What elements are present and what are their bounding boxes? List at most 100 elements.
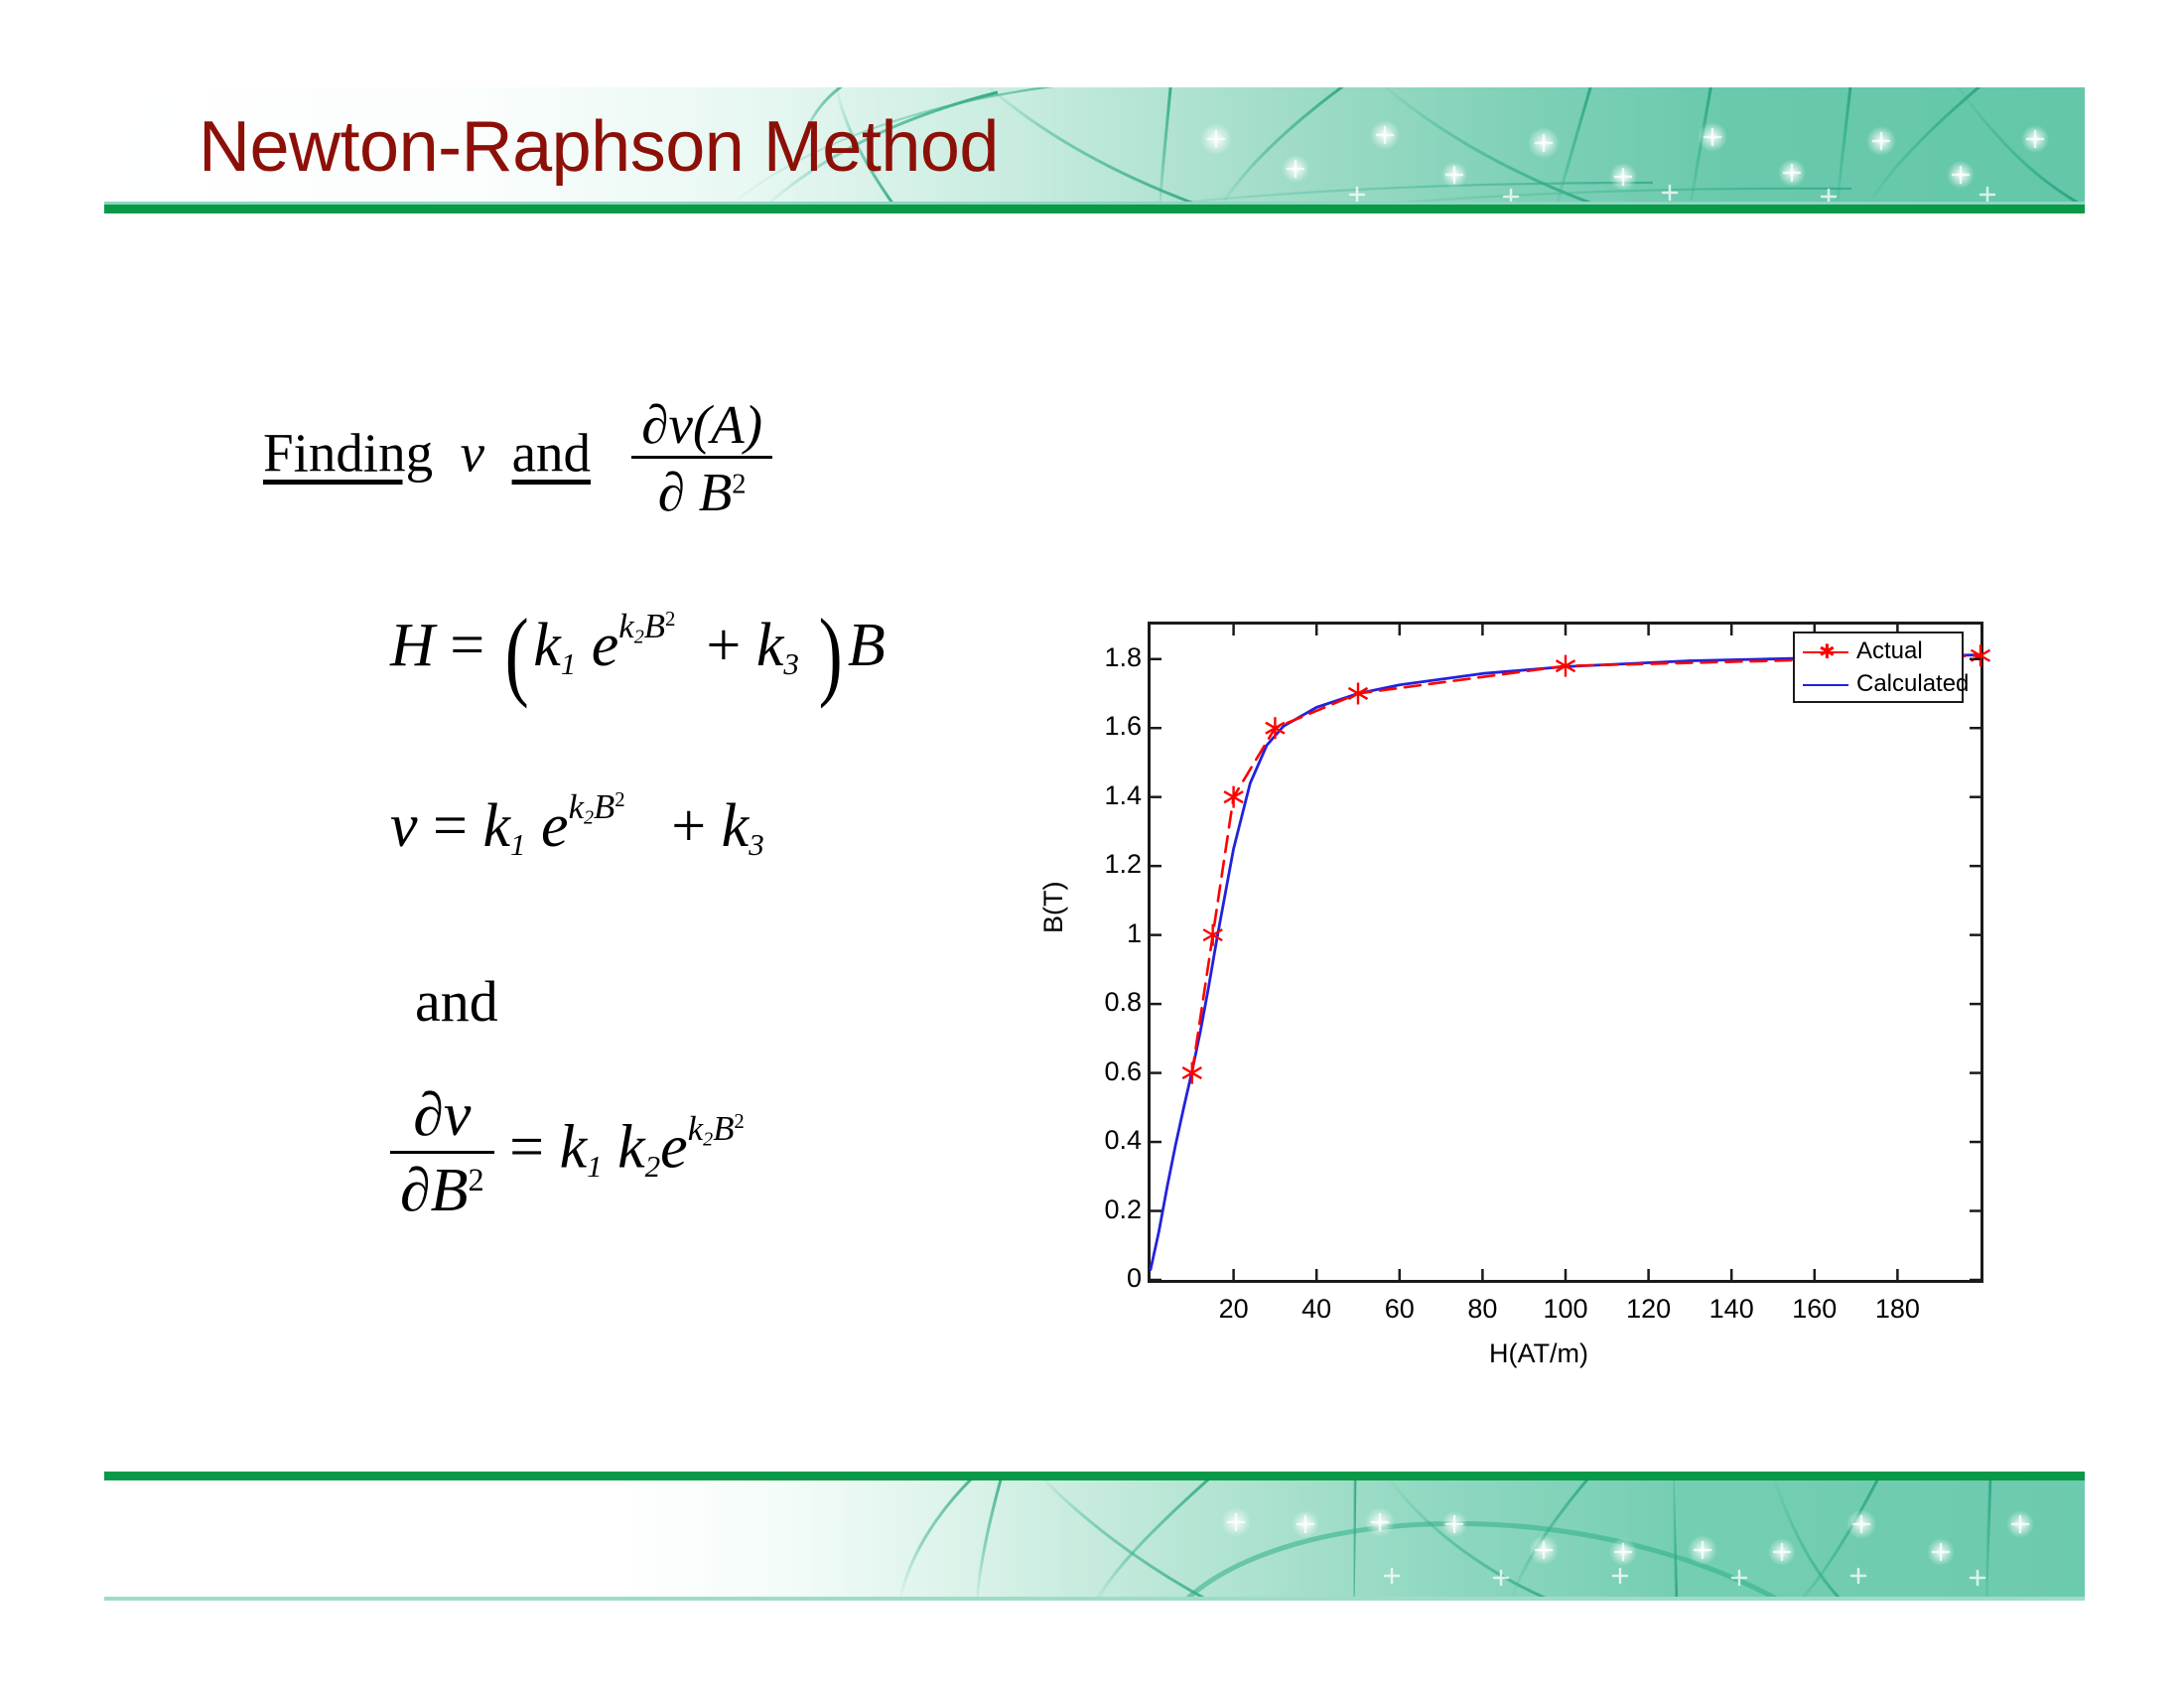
- x-axis-title: H(AT/m): [1489, 1338, 1588, 1368]
- eq2-k3: k: [721, 791, 750, 860]
- series-line-calculated: [1149, 653, 1982, 1271]
- finding-num-arg: (A): [692, 394, 763, 455]
- data-point-marker: [1555, 654, 1576, 677]
- eq3-exp-B: B: [713, 1108, 735, 1148]
- finding-derivative-fraction: ∂ν(A) ∂ B2: [631, 394, 773, 523]
- eq2-k3-subscript: 3: [749, 827, 764, 863]
- eq2-exponent: k2B2: [568, 787, 625, 829]
- eq2-e: e: [541, 791, 569, 860]
- header-decoration-band: [104, 87, 2085, 205]
- formula-equation-1: H = (k1 ek2B2 + k3 )B: [390, 596, 886, 711]
- bh-curve-plot: [1148, 622, 1991, 1283]
- eq1-k1: k: [533, 611, 561, 679]
- eq3-derivative-fraction: ∂ν ∂B2: [390, 1082, 494, 1224]
- eq3-exp-k: k: [687, 1108, 704, 1148]
- formula-equation-2: ν = k1 ek2B2 + k3: [390, 787, 764, 863]
- finding-den-partial: ∂: [657, 462, 685, 523]
- x-tick-label: 80: [1467, 1294, 1498, 1324]
- data-point-marker: [1265, 717, 1286, 740]
- x-tick-label: 120: [1626, 1294, 1672, 1324]
- y-tick-label: 0.6: [1104, 1055, 1142, 1086]
- eq1-k1-subscript: 1: [560, 646, 577, 682]
- finding-and-word: and: [511, 422, 591, 484]
- eq2-exp-k: k: [568, 787, 584, 827]
- header-pattern-svg: [729, 87, 2085, 205]
- y-tick-label: 1.6: [1104, 711, 1142, 742]
- formula-connector-and: and: [415, 969, 498, 1034]
- eq2-exp-k-subscript: 2: [583, 806, 595, 829]
- eq3-equals: =: [509, 1113, 545, 1182]
- eq3-den-partial: ∂: [400, 1156, 431, 1224]
- finding-nu-symbol: ν: [460, 422, 485, 484]
- series-line-actual: [1190, 653, 1982, 1074]
- header-accent-rule: [104, 205, 2085, 213]
- eq3-exp-B-superscript: 2: [734, 1108, 745, 1133]
- footer-underline: [104, 1597, 2085, 1601]
- page-title: Newton-Raphson Method: [199, 107, 999, 187]
- eq3-k1: k: [559, 1113, 588, 1182]
- eq1-k3-subscript: 3: [783, 646, 799, 682]
- eq1-plus: +: [706, 611, 742, 679]
- data-point-marker: [1223, 785, 1244, 808]
- y-axis-title: B(T): [1038, 881, 1068, 933]
- x-tick-label: 100: [1543, 1294, 1588, 1324]
- eq2-equals: =: [433, 791, 468, 860]
- y-tick-label: 1.2: [1104, 849, 1142, 880]
- legend-swatch-actual: [1803, 651, 1848, 653]
- eq1-trailing-B: B: [847, 611, 886, 679]
- eq1-e: e: [591, 611, 619, 679]
- eq3-den-exponent: 2: [468, 1161, 484, 1197]
- eq3-den-B: B: [430, 1156, 469, 1224]
- eq2-lhs-nu: ν: [390, 791, 418, 860]
- eq3-exponent: k2B2: [687, 1108, 745, 1151]
- eq1-exp-k-subscript: 2: [633, 626, 644, 648]
- eq3-num-nu: ν: [443, 1081, 472, 1149]
- eq3-k1-subscript: 1: [587, 1148, 603, 1184]
- x-tick-label: 160: [1792, 1294, 1838, 1324]
- finding-num-partial: ∂: [641, 394, 669, 455]
- legend-label-actual: Actual: [1856, 637, 1923, 664]
- formula-finding-line: Finding ν and ∂ν(A) ∂ B2: [263, 394, 773, 523]
- eq3-exp-k-subscript: 2: [703, 1128, 714, 1151]
- finding-word: Finding: [263, 422, 434, 484]
- x-tick-label: 140: [1708, 1294, 1754, 1324]
- formula-equation-3: ∂ν ∂B2 = k1 k2ek2B2: [390, 1082, 745, 1224]
- footer-accent-rule: [104, 1472, 2085, 1480]
- plot-canvas: [1149, 644, 1991, 1271]
- legend-entry-calculated: Calculated: [1801, 668, 1969, 702]
- eq1-k3: k: [755, 611, 784, 679]
- finding-num-nu: ν: [668, 394, 693, 455]
- data-point-marker: [1181, 1061, 1202, 1084]
- y-tick-label: 0.2: [1104, 1194, 1142, 1224]
- legend-star-marker-icon: ✱: [1819, 641, 1836, 663]
- x-tick-label: 20: [1218, 1294, 1249, 1324]
- eq1-paren-close: ): [819, 598, 844, 709]
- eq3-num-partial: ∂: [413, 1081, 444, 1149]
- finding-den-var: B: [698, 462, 733, 523]
- y-tick-label: 0.4: [1104, 1125, 1142, 1156]
- eq3-k2: k: [617, 1113, 645, 1182]
- chart-legend: ✱ Actual Calculated: [1793, 632, 1969, 703]
- footer-decoration-band: [104, 1480, 2085, 1599]
- x-tick-label: 180: [1874, 1294, 1920, 1324]
- eq2-exp-B-superscript: 2: [614, 787, 625, 811]
- y-tick-label: 1.4: [1104, 779, 1142, 810]
- eq1-exponent: k2B2: [618, 607, 676, 648]
- eq1-lhs: H: [390, 611, 435, 679]
- y-tick-label: 0.8: [1104, 987, 1142, 1018]
- eq1-equals: =: [450, 611, 485, 679]
- eq1-exp-B-superscript: 2: [664, 607, 676, 632]
- eq3-e: e: [660, 1113, 688, 1182]
- data-point-marker: [1347, 682, 1369, 705]
- eq1-exp-k: k: [618, 607, 634, 646]
- formula-area: Finding ν and ∂ν(A) ∂ B2 H = (k1 ek2B2 + …: [0, 0, 1142, 1470]
- eq1-paren-open: (: [504, 598, 529, 709]
- eq2-plus: +: [671, 791, 707, 860]
- header-rule-soft: [104, 202, 2085, 205]
- eq2-exp-B: B: [594, 787, 615, 827]
- eq2-k1-subscript: 1: [510, 827, 526, 863]
- legend-swatch-calculated: [1803, 684, 1848, 686]
- eq3-k2-subscript: 2: [644, 1148, 661, 1184]
- eq2-k1: k: [482, 791, 511, 860]
